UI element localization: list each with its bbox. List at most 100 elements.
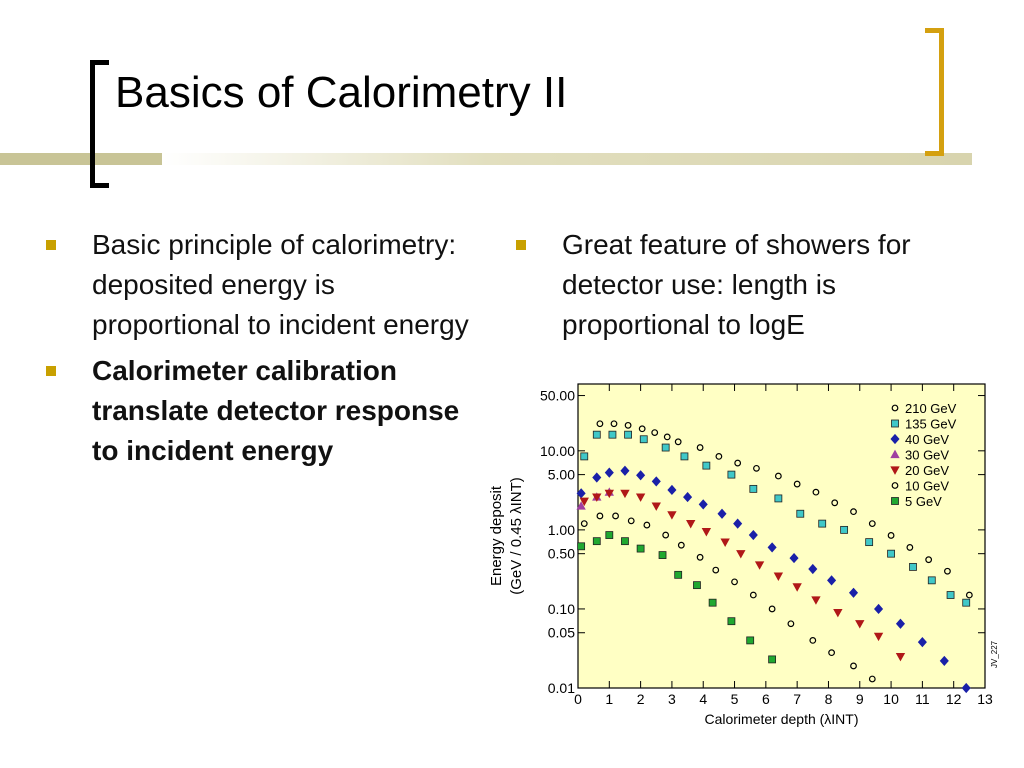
marker [621, 537, 629, 546]
marker [874, 603, 884, 615]
marker [727, 470, 736, 479]
marker [873, 632, 884, 642]
marker [962, 598, 971, 607]
marker [868, 675, 876, 683]
marker [658, 551, 667, 559]
y-tick-label: 50.00 [540, 388, 575, 404]
marker [612, 512, 619, 520]
marker [592, 430, 601, 439]
x-tick-label: 8 [825, 691, 833, 707]
marker [865, 538, 874, 547]
bullet-text: deposited energy is proportional to inci… [92, 269, 469, 340]
marker [662, 531, 670, 539]
marker [748, 529, 758, 541]
marker [715, 452, 723, 460]
marker [831, 499, 839, 507]
marker [580, 452, 589, 461]
marker [620, 489, 630, 499]
marker [736, 550, 746, 559]
marker [680, 452, 689, 461]
marker [917, 637, 927, 648]
y-tick-label: 1.00 [548, 522, 575, 538]
marker [887, 532, 895, 539]
marker [808, 563, 818, 575]
bullet-marker [46, 366, 56, 376]
marker [624, 430, 632, 439]
legend-label: 210 GeV [905, 401, 957, 416]
marker [793, 480, 801, 488]
legend-label: 135 GeV [905, 417, 957, 432]
marker [746, 636, 755, 645]
marker [811, 596, 821, 605]
marker [753, 464, 760, 472]
marker [887, 549, 895, 558]
bullet: Basic principle of calorimetry: deposited… [46, 225, 477, 345]
x-tick-label: 9 [856, 691, 864, 707]
marker [592, 493, 602, 502]
marker [663, 433, 671, 441]
legend-label: 5 GeV [905, 494, 942, 509]
marker [731, 578, 738, 586]
marker [727, 617, 736, 626]
marker [667, 484, 677, 496]
marker [651, 476, 661, 487]
marker [895, 652, 906, 662]
marker [576, 501, 586, 510]
bullet: Great feature of showers for detector us… [516, 225, 962, 345]
legend-label: 20 GeV [905, 463, 949, 478]
x-tick-label: 7 [793, 691, 801, 707]
marker [733, 518, 743, 529]
marker [818, 519, 827, 528]
marker [767, 542, 777, 553]
y-axis-label: Energy deposit [488, 485, 505, 586]
marker [828, 649, 835, 657]
marker [787, 620, 795, 628]
marker [789, 552, 799, 564]
plot-area [577, 383, 986, 689]
marker [946, 591, 955, 599]
marker [639, 435, 648, 444]
marker [812, 488, 820, 496]
y-axis-label: (GeV / 0.45 λINT) [508, 477, 525, 595]
marker [833, 608, 843, 618]
bullet-marker [516, 240, 526, 250]
marker [651, 502, 661, 511]
marker [939, 655, 949, 667]
marker [636, 544, 645, 553]
marker [717, 508, 727, 519]
marker [596, 512, 604, 520]
legend-marker [890, 433, 900, 445]
marker [677, 541, 685, 549]
header-bar [162, 153, 972, 165]
legend-marker [891, 497, 899, 505]
x-tick-label: 5 [731, 691, 739, 707]
marker [686, 520, 696, 529]
marker [734, 459, 742, 467]
marker [961, 682, 971, 694]
y-tick-label: 0.05 [548, 625, 575, 641]
marker [604, 489, 614, 499]
legend-label: 30 GeV [905, 448, 949, 463]
marker [627, 517, 635, 525]
legend-marker [890, 449, 900, 459]
marker [774, 472, 782, 480]
y-tick-label: 0.01 [548, 680, 575, 696]
x-tick-label: 0 [574, 691, 582, 707]
left-bracket [90, 60, 109, 188]
y-tick-label: 0.50 [548, 546, 575, 562]
marker [701, 528, 712, 537]
marker [683, 491, 693, 503]
marker [850, 508, 857, 516]
bullet: Calorimeter calibration translate detect… [46, 351, 477, 471]
marker [580, 520, 588, 528]
right-column: Great feature of showers for detector us… [516, 225, 962, 351]
marker [749, 484, 758, 493]
marker [749, 591, 757, 599]
marker [927, 576, 936, 585]
marker [674, 438, 682, 446]
marker [635, 493, 646, 502]
y-tick-label: 0.10 [548, 601, 575, 617]
marker [792, 583, 802, 592]
bullet-text: Great feature of showers for detector us… [562, 229, 911, 340]
